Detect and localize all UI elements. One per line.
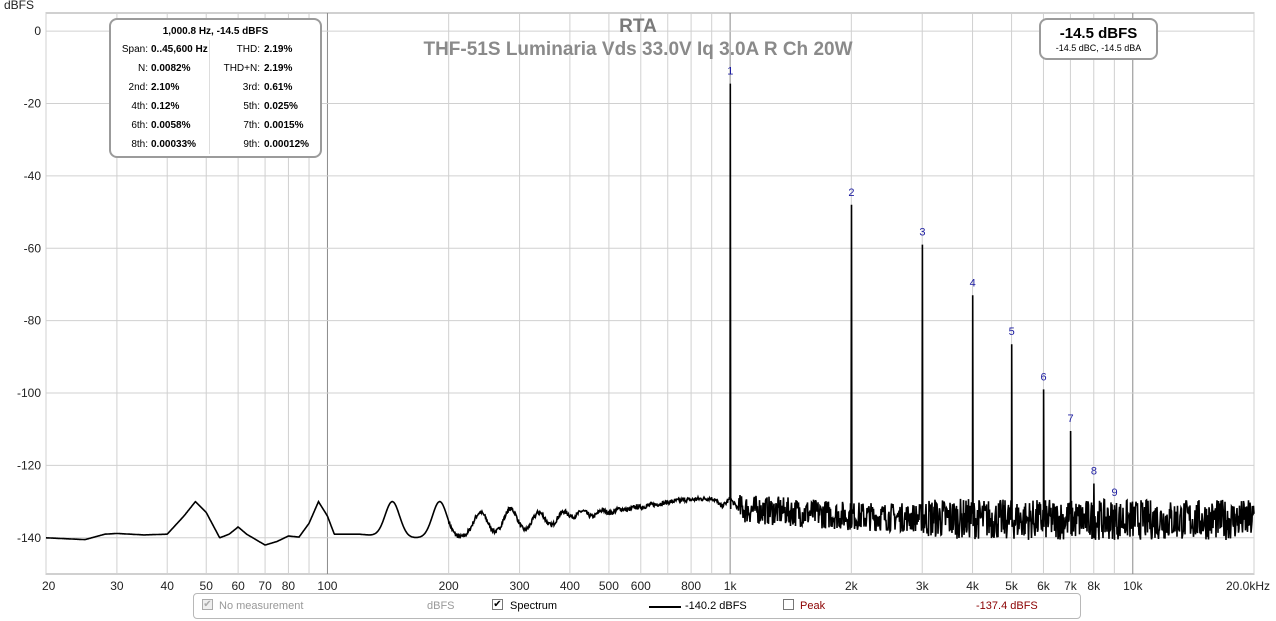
harmonic-label: 3: [919, 227, 925, 239]
x-tick-label: 7k: [1064, 579, 1078, 593]
distortion-cell-v1: 0.0058%: [151, 120, 191, 131]
peak-label: Peak: [800, 600, 826, 612]
peak-checkbox[interactable]: [783, 599, 794, 610]
fundamental-readout: 1,000.8 Hz, -14.5 dBFS: [162, 26, 269, 37]
no-measurement-label: No measurement: [219, 600, 304, 612]
y-tick-label: -80: [24, 314, 42, 328]
distortion-cell-v1: 0.00033%: [151, 139, 197, 150]
x-tick-label: 800: [681, 579, 701, 593]
distortion-row: N: 0.0082% THD+N: 2.19%: [113, 59, 314, 78]
harmonic-label: 4: [970, 277, 976, 289]
distortion-cell-v1: 2.10%: [151, 82, 180, 93]
distortion-cell-v1: 0.0082%: [151, 63, 191, 74]
y-tick-label: 0: [34, 24, 41, 38]
harmonic-label: 9: [1111, 487, 1117, 499]
x-tick-label: 80: [282, 579, 296, 593]
x-tick-label: 200: [439, 579, 459, 593]
distortion-cell-k2: 5th:: [209, 97, 264, 116]
distortion-cell-v2: 2.19%: [264, 44, 293, 55]
x-tick-label: 20.0kHz: [1226, 579, 1270, 593]
distortion-cell-k2: 3rd:: [209, 78, 264, 97]
x-tick-label: 8k: [1087, 579, 1101, 593]
distortion-cell-k1: 2nd:: [128, 82, 148, 93]
spectrum-label: Spectrum: [510, 600, 558, 612]
distortion-cell-v2: 0.0015%: [264, 120, 304, 131]
distortion-row: 8th: 0.00033% 9th: 0.00012%: [113, 135, 314, 154]
x-tick-label: 4k: [966, 579, 980, 593]
harmonic-label: 5: [1009, 326, 1015, 338]
y-tick-label: -120: [17, 458, 41, 472]
distortion-row: 2nd: 2.10% 3rd: 0.61%: [113, 78, 314, 97]
distortion-row: Span: 0..45,600 Hz THD: 2.19%: [113, 40, 314, 59]
distortion-cell-k1: Span:: [121, 44, 148, 55]
distortion-row: 6th: 0.0058% 7th: 0.0015%: [113, 116, 314, 135]
legend-bar: ✔ No measurement dBFS ✔ Spectrum -140.2 …: [193, 593, 1081, 619]
x-tick-label: 10k: [1123, 579, 1143, 593]
x-tick-label: 40: [161, 579, 175, 593]
y-axis-label: dBFS: [4, 0, 34, 12]
harmonic-label: 6: [1041, 371, 1047, 383]
distortion-cell-k1: 4th:: [131, 101, 148, 112]
x-tick-label: 600: [631, 579, 651, 593]
distortion-cell-k2: THD+N:: [209, 59, 264, 78]
x-tick-label: 400: [560, 579, 580, 593]
no-measurement-checkbox[interactable]: ✔: [202, 599, 213, 610]
x-tick-label: 100: [317, 579, 337, 593]
level-readout-box[interactable]: -14.5 dBFS -14.5 dBC, -14.5 dBA: [1039, 18, 1158, 60]
y-tick-label: -40: [24, 169, 42, 183]
x-tick-label: 20: [42, 579, 56, 593]
distortion-cell-k2: THD:: [209, 40, 264, 59]
harmonic-labels: 1 2 3 4 5 6 7 8 9: [727, 66, 1117, 500]
y-tick-label: -140: [17, 531, 41, 545]
x-tick-label: 70: [258, 579, 272, 593]
y-tick-label: -60: [24, 241, 42, 255]
x-tick-label: 50: [200, 579, 214, 593]
distortion-cell-v1: 0.12%: [151, 101, 180, 112]
distortion-table: Span: 0..45,600 Hz THD: 2.19% N: 0.0082% THD+N…: [113, 40, 314, 154]
y-tick-label: -20: [24, 96, 42, 110]
x-tick-labels: 20 30 40 50 60 70 80 100 200 300 400 500 600 800 1k 2k 3…: [42, 579, 1270, 593]
x-tick-label: 30: [110, 579, 124, 593]
distortion-cell-k1: 8th:: [131, 139, 148, 150]
distortion-row: 4th: 0.12% 5th: 0.025%: [113, 97, 314, 116]
spectrum-checkbox[interactable]: ✔: [492, 599, 503, 610]
distortion-cell-v2: 0.00012%: [264, 139, 310, 150]
distortion-readout-box[interactable]: 1,000.8 Hz, -14.5 dBFS Span: 0..45,600 Hz…: [109, 18, 322, 158]
spectrum-value: -140.2 dBFS: [685, 600, 747, 612]
x-tick-label: 60: [231, 579, 245, 593]
y-tick-labels: 0 -20 -40 -60 -80 -100 -120 -140: [17, 24, 41, 545]
x-tick-label: 3k: [916, 579, 930, 593]
chart-title: RTA: [619, 16, 657, 37]
distortion-cell-v1: 0..45,600 Hz: [151, 44, 208, 55]
distortion-cell-v2: 0.61%: [264, 82, 293, 93]
distortion-cell-v2: 2.19%: [264, 63, 293, 74]
x-tick-label: 2k: [845, 579, 859, 593]
distortion-cell-v2: 0.025%: [264, 101, 298, 112]
harmonic-label: 8: [1091, 466, 1097, 478]
chart-subtitle: THF-51S Luminaria Vds 33.0V Iq 3.0A R Ch…: [423, 39, 852, 60]
x-tick-label: 300: [510, 579, 530, 593]
x-tick-label: 6k: [1037, 579, 1051, 593]
peak-value: -137.4 dBFS: [976, 600, 1038, 612]
spectrum-legend-swatch: [649, 606, 681, 608]
level-sub: -14.5 dBC, -14.5 dBA: [1055, 43, 1142, 53]
x-tick-label: 1k: [724, 579, 738, 593]
harmonic-label: 1: [727, 66, 733, 78]
harmonic-label: 2: [848, 187, 854, 199]
distortion-cell-k2: 7th:: [209, 116, 264, 135]
level-main: -14.5 dBFS: [1059, 25, 1138, 42]
harmonic-label: 7: [1067, 413, 1073, 425]
spectrum-series-line: [46, 83, 1255, 546]
units-label: dBFS: [427, 600, 455, 612]
x-tick-label: 500: [599, 579, 619, 593]
distortion-cell-k1: 6th:: [131, 120, 148, 131]
distortion-cell-k2: 9th:: [209, 135, 264, 154]
distortion-cell-k1: N:: [138, 63, 148, 74]
y-tick-label: -100: [17, 386, 41, 400]
x-tick-label: 5k: [1005, 579, 1019, 593]
